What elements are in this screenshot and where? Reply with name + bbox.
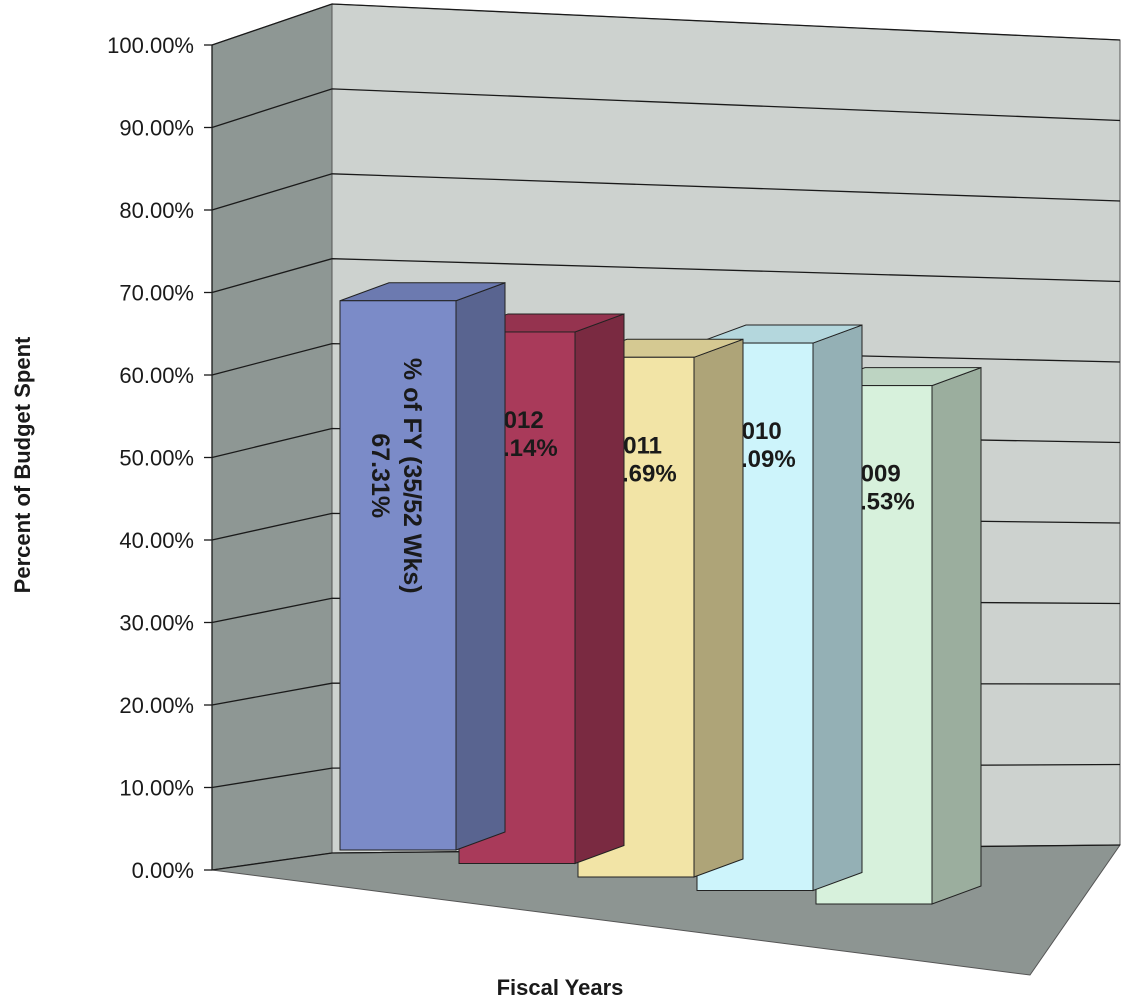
y-tick-label: 10.00%	[119, 776, 194, 801]
bar-front	[339, 300, 457, 851]
y-tick-label: 90.00%	[119, 116, 194, 141]
bar-label-line: % of FY (35/52 Wks)	[398, 358, 426, 594]
bar-side	[693, 338, 744, 878]
y-tick-label: 0.00%	[132, 858, 194, 883]
bar-side	[574, 313, 625, 865]
y-axis-title: Percent of Budget Spent	[10, 336, 35, 593]
y-tick-label: 50.00%	[119, 446, 194, 471]
gridline	[211, 173, 1121, 211]
x-axis-title: Fiscal Years	[497, 975, 624, 1000]
bar-label: % of FY (35/52 Wks)67.31%	[366, 358, 426, 594]
bar-side	[455, 282, 506, 851]
bar: % of FY (35/52 Wks)67.31%	[339, 282, 506, 851]
gridline	[211, 3, 1121, 46]
y-tick-label: 70.00%	[119, 281, 194, 306]
bar-side	[931, 366, 982, 905]
gridline	[211, 258, 1121, 294]
y-axis: 0.00% 10.00% 20.00% 30.00% 40.00% 50.00% 60.00…	[107, 33, 213, 883]
side-wall	[211, 3, 333, 871]
y-tick-label: 60.00%	[119, 363, 194, 388]
gridline	[211, 88, 1121, 129]
y-tick-label: 100.00%	[107, 33, 194, 58]
bar-label-line: 67.31%	[366, 433, 394, 518]
bars-group: 2009 63.53%2010 67.09%2011 63.69%2012 65.14%…	[339, 282, 982, 905]
y-tick-label: 80.00%	[119, 198, 194, 223]
y-tick-label: 30.00%	[119, 611, 194, 636]
bar-side	[812, 324, 863, 892]
y-tick-label: 40.00%	[119, 528, 194, 553]
y-tick-label: 20.00%	[119, 693, 194, 718]
